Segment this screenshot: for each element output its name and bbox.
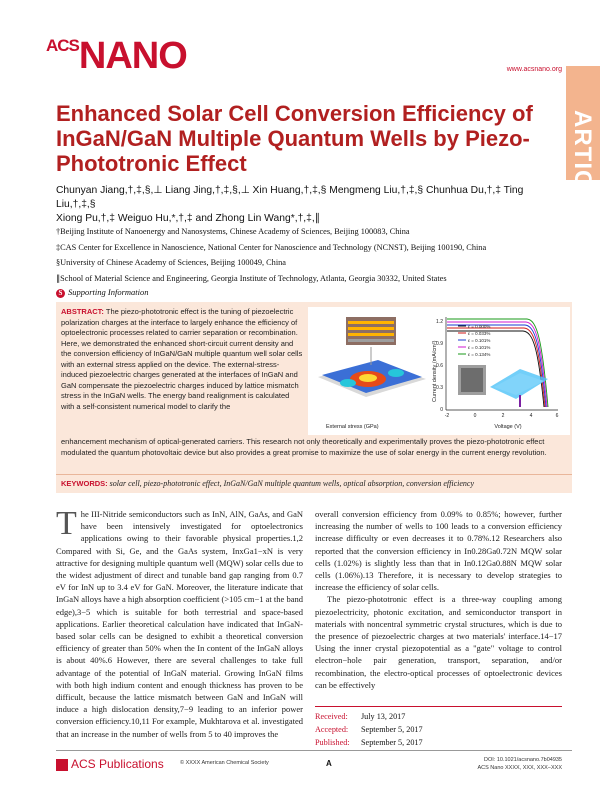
affiliation: ∥School of Material Science and Engineer… <box>56 273 447 283</box>
affiliation: †Beijing Institute of Nanoenergy and Nan… <box>56 227 410 236</box>
acs-publications-logo: ACS Publications <box>56 757 164 771</box>
author-line-1: Chunyan Jiang,†,‡,§,⊥ Liang Jing,†,‡,§,⊥… <box>56 185 524 210</box>
journal-url[interactable]: www.acsnano.org <box>506 66 562 73</box>
x-tick: 0 <box>474 413 477 419</box>
page-number: A <box>326 759 332 768</box>
figure-xlabel-left: External stress (GPa) <box>326 424 379 430</box>
supporting-info-link[interactable]: S Supporting Information <box>56 287 149 298</box>
abstract-text-continued: enhancement mechanism of optical-generat… <box>61 437 547 457</box>
doi-block: DOI: 10.1021/acsnano.7b04935 ACS Nano XX… <box>477 756 562 772</box>
jv-curve <box>447 324 547 408</box>
doi-link[interactable]: DOI: 10.1021/acsnano.7b04935 <box>484 757 562 763</box>
x-tick: 6 <box>556 413 559 419</box>
article-title: Enhanced Solar Cell Conversion Efficienc… <box>56 101 533 176</box>
x-tick: 4 <box>530 413 533 419</box>
abstract-text: ABSTRACT: The piezo-phototronic effect i… <box>61 307 303 411</box>
jv-curve <box>447 318 549 408</box>
jv-curve <box>447 327 546 408</box>
paragraph: overall conversion efficiency from 0.09%… <box>315 509 562 593</box>
accepted-row: Accepted: September 5, 2017 <box>315 725 423 734</box>
history-dates: Received: July 13, 2017 Accepted: Septembe… <box>315 706 562 749</box>
inset-device <box>458 365 548 407</box>
y-tick: 0 <box>440 407 443 413</box>
jv-curve <box>447 330 545 408</box>
body-column-2: overall conversion efficiency from 0.09%… <box>315 508 562 691</box>
y-tick: 0.6 <box>436 363 443 369</box>
footer-divider <box>56 750 572 751</box>
legend: ε = 0.000% ε = 0.033% ε = 0.101% ε = 0.1… <box>458 324 490 357</box>
keywords-bar: KEYWORDS: solar cell, piezo-phototronic … <box>56 474 572 493</box>
copyright: © XXXX American Chemical Society <box>180 760 269 766</box>
toc-figure: External stress (GPa) 1.2 0.9 0.6 0.3 0 … <box>308 307 570 435</box>
x-ticks: -2 0 2 4 6 <box>445 413 559 419</box>
legend-entry: ε = 0.033% <box>468 331 490 336</box>
affiliations: †Beijing Institute of Nanoenergy and Nan… <box>56 224 576 286</box>
y-tick: 0.9 <box>436 341 443 347</box>
x-tick: 2 <box>502 413 505 419</box>
legend-entry: ε = 0.101% <box>468 338 490 343</box>
section-tab: ARTICLE <box>566 66 600 221</box>
journal-logo: ACSNANO <box>46 35 188 77</box>
legend-entry: ε = 0.101% <box>468 345 490 350</box>
jv-curve <box>447 321 548 408</box>
y-ticks: 1.2 0.9 0.6 0.3 0 <box>436 319 443 413</box>
author-list: Chunyan Jiang,†,‡,§,⊥ Liang Jing,†,‡,§,⊥… <box>56 184 556 226</box>
legend-entry: ε = 0.000% <box>468 324 490 329</box>
device-illustration <box>318 317 426 397</box>
paragraph: The piezo-phototronic effect is a three-… <box>315 594 562 690</box>
affiliation: ‡CAS Center for Excellence in Nanoscienc… <box>56 242 487 252</box>
y-tick: 0.3 <box>436 385 443 391</box>
published-row: Published: September 5, 2017 <box>315 738 423 747</box>
y-axis-label: Current density (mA/cm²) <box>432 340 438 402</box>
journal-reference: ACS Nano XXXX, XXX, XXX−XXX <box>477 765 562 771</box>
author-line-2: Xiong Pu,†,‡ Weiguo Hu,*,†,‡ and Zhong L… <box>56 213 320 224</box>
x-tick: -2 <box>445 413 450 419</box>
acs-logo-icon <box>56 758 68 771</box>
drop-cap: T <box>56 505 77 542</box>
affiliation: §University of Chinese Academy of Scienc… <box>56 258 286 267</box>
paragraph: he III-Nitride semiconductors such as In… <box>56 509 303 739</box>
supporting-info-icon: S <box>56 289 65 298</box>
x-axis-label: Voltage (V) <box>494 424 521 430</box>
y-tick: 1.2 <box>436 319 443 325</box>
jv-chart: 1.2 0.9 0.6 0.3 0 -2 0 2 4 6 Voltage (V)… <box>432 317 559 430</box>
received-row: Received: July 13, 2017 <box>315 712 406 721</box>
legend-entry: ε = 0.134% <box>468 352 490 357</box>
